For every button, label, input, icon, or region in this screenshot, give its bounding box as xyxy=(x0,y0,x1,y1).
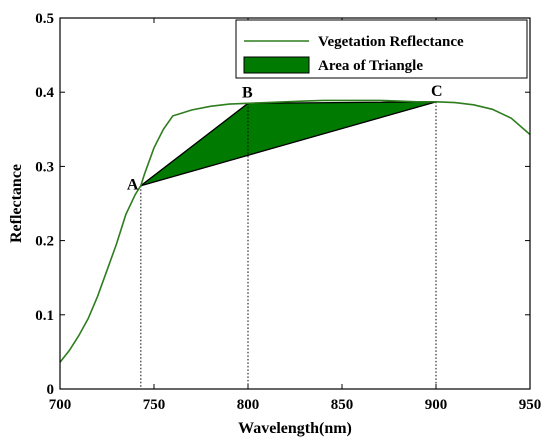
legend-series-label: Vegetation Reflectance xyxy=(318,34,464,50)
point-label-a: A xyxy=(127,177,139,194)
point-label-c: C xyxy=(431,83,443,100)
plot-frame xyxy=(59,17,531,390)
x-tick-label: 950 xyxy=(519,397,542,413)
y-tick-label: 0.3 xyxy=(35,159,54,175)
x-tick-label: 900 xyxy=(425,397,448,413)
x-tick-label: 750 xyxy=(143,397,166,413)
series-line-0 xyxy=(59,99,531,363)
triangle-area xyxy=(140,101,437,187)
x-tick-label: 800 xyxy=(237,397,260,413)
y-tick-label: 0.5 xyxy=(35,11,54,27)
plot-layer: A B C xyxy=(59,83,531,389)
legend-triangle-swatch xyxy=(243,56,310,74)
x-tick-label: 700 xyxy=(49,397,72,413)
y-tick-label: 0.1 xyxy=(35,308,54,324)
legend: Vegetation Reflectance Area of Triangle xyxy=(235,19,528,79)
x-tick-label: 850 xyxy=(331,397,354,413)
y-tick-label: 0.2 xyxy=(35,234,54,250)
tick-layer: 700 750 800 850 900 950 0 0.1 0.2 0.3 0.4 0.5 xyxy=(35,11,541,413)
y-axis-label: Reflectance xyxy=(8,164,25,243)
y-tick-label: 0.4 xyxy=(35,85,54,101)
x-axis-label: Wavelength(nm) xyxy=(238,420,352,437)
legend-triangle-label: Area of Triangle xyxy=(318,58,423,74)
y-tick-label: 0 xyxy=(47,382,55,398)
point-label-b: B xyxy=(242,84,253,101)
